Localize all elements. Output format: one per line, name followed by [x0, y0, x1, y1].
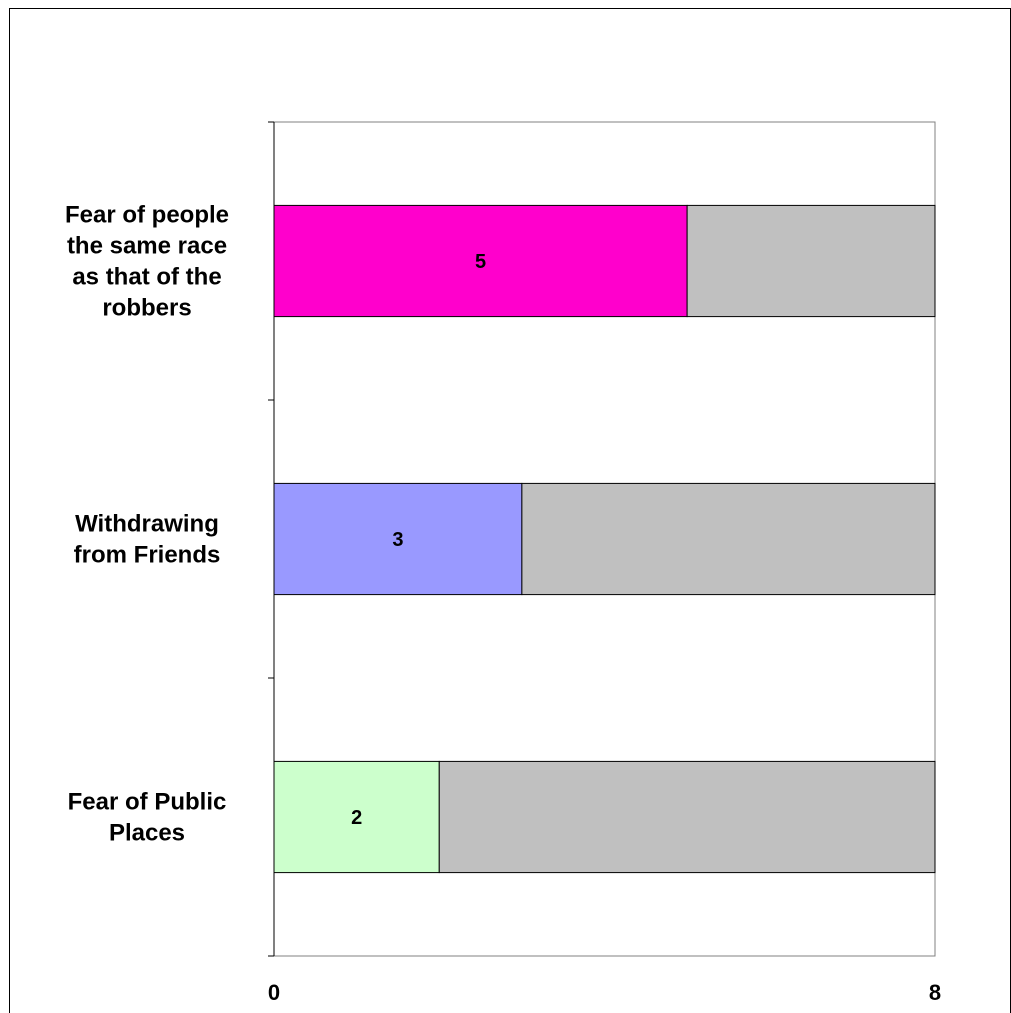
bar-remainder: [521, 482, 936, 596]
category-label: the same race: [67, 233, 227, 260]
category-label: Withdrawing: [75, 511, 219, 538]
category-label: Fear of Public: [68, 789, 227, 816]
data-label: 3: [392, 529, 403, 551]
x-tick-label: 0: [268, 980, 280, 1005]
category-label: as that of the: [72, 264, 221, 291]
bar-value: [273, 204, 688, 318]
data-label: 2: [351, 807, 362, 829]
bar-value: [273, 482, 523, 596]
bar-value: [273, 760, 440, 874]
category-label: Places: [109, 820, 185, 847]
bar-remainder: [438, 760, 936, 874]
bar-remainder: [686, 204, 936, 318]
data-label: 5: [475, 251, 486, 273]
category-label: robbers: [102, 295, 191, 322]
data-labels: 5 3 2: [351, 251, 486, 829]
bars: [273, 204, 936, 874]
category-label: from Friends: [74, 542, 221, 569]
category-labels: Fear of people the same race as that of th…: [65, 202, 229, 847]
y-axis: [268, 121, 275, 957]
x-tick-label: 8: [929, 980, 941, 1005]
category-label: Fear of people: [65, 202, 229, 229]
